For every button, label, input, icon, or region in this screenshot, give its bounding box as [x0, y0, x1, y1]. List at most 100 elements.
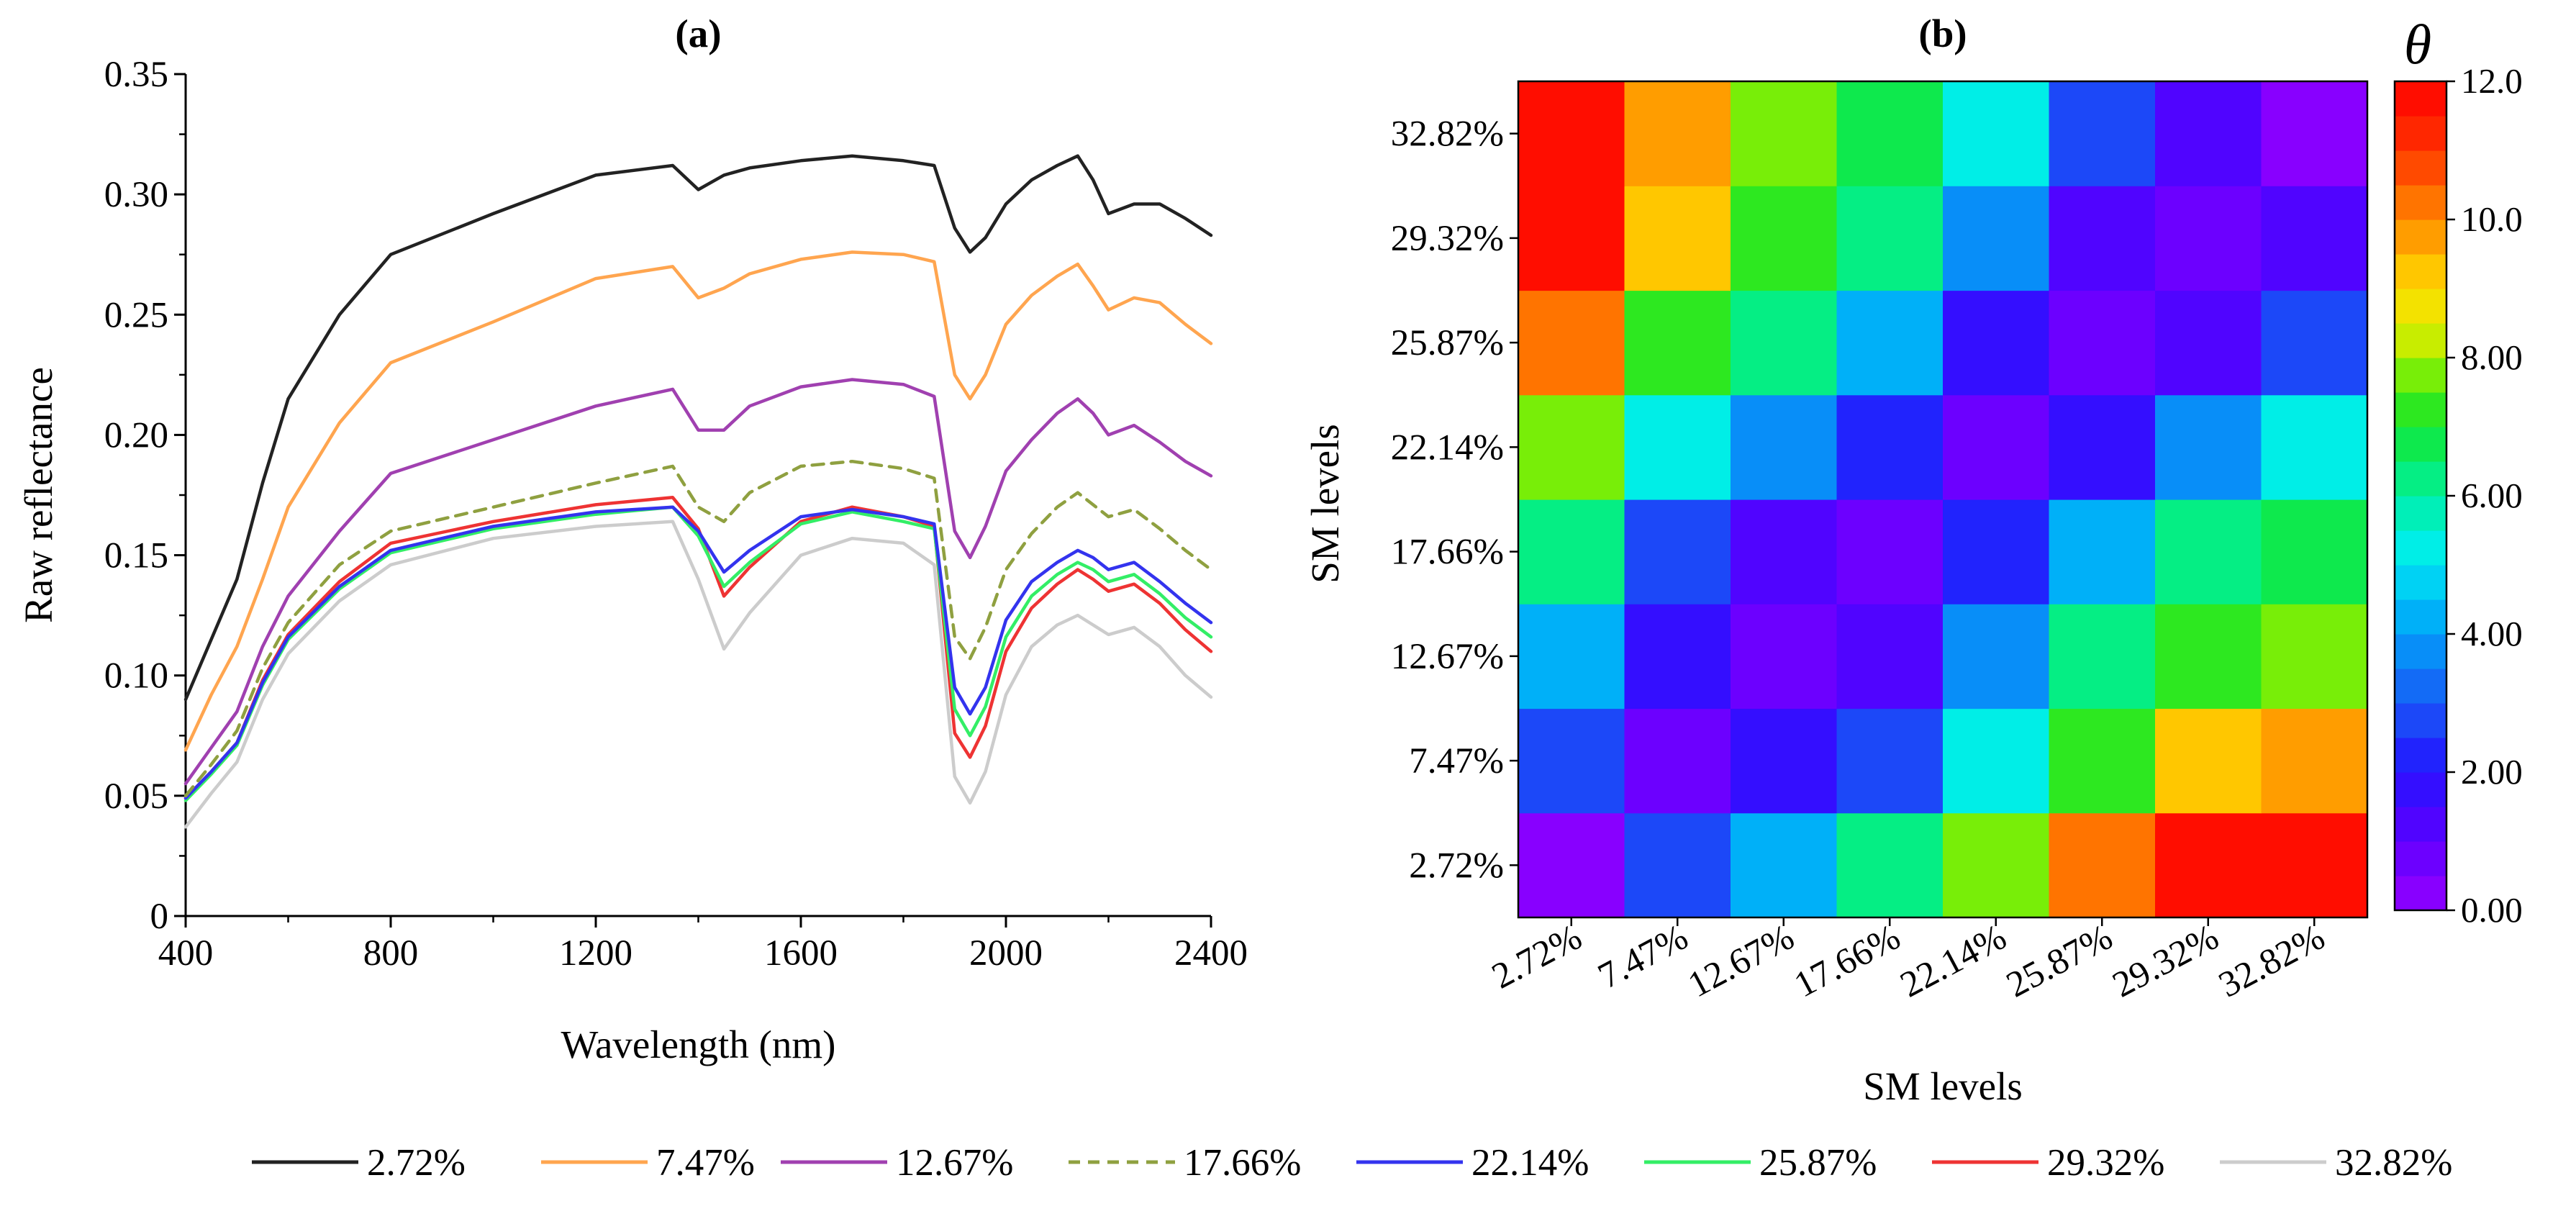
heatmap-cell	[1836, 708, 1944, 814]
heatmap-cell	[1518, 499, 1625, 604]
colorbar-tick-label: 6.00	[2461, 476, 2523, 515]
colorbar-segment	[2395, 841, 2446, 876]
heatmap-cell	[1836, 186, 1944, 291]
colorbar-segment	[2395, 703, 2446, 738]
heatmap-cell	[1943, 812, 2050, 918]
heatmap-cell	[2261, 499, 2368, 604]
colorbar-tick-label: 4.00	[2461, 614, 2523, 653]
heatmap-cell	[2155, 604, 2262, 709]
heatmap-cell	[1731, 708, 1838, 814]
heatmap-cell	[1518, 812, 1625, 918]
heatmap-cell	[2261, 604, 2368, 709]
series-line-12.67pct	[183, 378, 1213, 786]
heatmap-cell	[2261, 394, 2368, 500]
heatmap-cell	[2155, 812, 2262, 918]
colorbar-segment	[2395, 185, 2446, 220]
y-axis-title: SM levels	[1303, 424, 1347, 584]
heatmap-panel: 2.72%7.47%12.67%17.66%22.14%25.87%29.32%…	[1303, 12, 2523, 1108]
heatmap-cell	[2261, 708, 2368, 814]
colorbar-segment	[2395, 668, 2446, 704]
x-tick-label: 2400	[1174, 933, 1248, 974]
heatmap-cell	[1518, 81, 1625, 186]
y-tick-label: 0	[150, 897, 169, 937]
x-tick-label: 1200	[559, 933, 632, 974]
heatmap-cell	[1518, 186, 1625, 291]
colorbar-segment	[2395, 116, 2446, 151]
heatmap-frame	[1517, 80, 2369, 919]
heatmap-cell	[1624, 186, 1731, 291]
series-line-17.66pct	[183, 459, 1213, 798]
heatmap-cell	[1624, 499, 1731, 604]
y-category-label: 32.82%	[1391, 114, 1504, 155]
heatmap-cell	[1624, 290, 1731, 396]
heatmap-cell	[2155, 186, 2262, 291]
heatmap-cell	[1943, 394, 2050, 500]
y-axis-title: Raw reflectance	[17, 367, 60, 623]
heatmap-cell	[1624, 604, 1731, 709]
colorbar-tick-label: 0.00	[2461, 890, 2523, 930]
colorbar-tick-label: 8.00	[2461, 337, 2523, 377]
heatmap-cell	[2049, 394, 2156, 500]
colorbar-segment	[2395, 599, 2446, 635]
x-category-label: 29.32%	[2106, 917, 2225, 1005]
colorbar-segment	[2395, 565, 2446, 600]
y-tick-label: 0.20	[104, 415, 168, 455]
x-axis-title: SM levels	[1863, 1064, 2023, 1108]
y-category-label: 29.32%	[1391, 219, 1504, 259]
x-category-label: 25.87%	[2000, 917, 2119, 1005]
heatmap-cell	[2155, 394, 2262, 500]
legend-label: 25.87%	[1759, 1142, 1877, 1184]
colorbar-segment	[2395, 876, 2446, 911]
x-category-label: 2.72%	[1486, 917, 1589, 997]
x-tick-label: 400	[158, 933, 214, 974]
heatmap-cell	[2049, 604, 2156, 709]
legend: 2.72% 7.47% 12.67% 17.66% 22.14% 25.87% 29.32%…	[252, 1142, 2452, 1184]
heatmap-cell	[1731, 290, 1838, 396]
colorbar-tick-label: 12.0	[2461, 61, 2523, 101]
colorbar-segment	[2395, 738, 2446, 773]
heatmap-cell	[1943, 290, 2050, 396]
series-line-2.72pct	[183, 154, 1213, 702]
colorbar-segment	[2395, 289, 2446, 324]
heatmap-cell	[2261, 290, 2368, 396]
heatmap-cell	[1518, 708, 1625, 814]
heatmap-cell	[1943, 499, 2050, 604]
heatmap-cell	[1836, 394, 1944, 500]
colorbar-segment	[2395, 634, 2446, 669]
y-category-label: 17.66%	[1391, 532, 1504, 573]
heatmap-cell	[2261, 81, 2368, 186]
heatmap-cell	[1624, 394, 1731, 500]
colorbar-segment	[2395, 772, 2446, 807]
x-category-label: 17.66%	[1788, 917, 1907, 1005]
legend-label: 7.47%	[656, 1142, 755, 1184]
heatmap-cell	[1731, 604, 1838, 709]
colorbar-segment	[2395, 807, 2446, 842]
series-line-22.14pct	[183, 505, 1213, 800]
y-tick-label: 0.25	[104, 295, 168, 335]
x-category-label: 32.82%	[2213, 917, 2331, 1005]
legend-label: 17.66%	[1184, 1142, 1301, 1184]
heatmap-cell	[1731, 81, 1838, 186]
colorbar-segment	[2395, 461, 2446, 497]
heatmap-cell	[1836, 290, 1944, 396]
heatmap-cell	[2049, 708, 2156, 814]
heatmap-cell	[1836, 499, 1944, 604]
x-tick-label: 800	[363, 933, 419, 974]
heatmap-cell	[2261, 812, 2368, 918]
panel-label-a: (a)	[675, 12, 721, 55]
x-category-label: 22.14%	[1894, 917, 2013, 1005]
heatmap-cell	[1943, 604, 2050, 709]
colorbar-segment	[2395, 254, 2446, 289]
heatmap-cell	[2261, 186, 2368, 291]
panel-label-b: (b)	[1918, 12, 1967, 55]
legend-label: 12.67%	[896, 1142, 1013, 1184]
colorbar-tick-label: 2.00	[2461, 752, 2523, 792]
heatmap-cell	[1624, 81, 1731, 186]
heatmap-cell	[2155, 81, 2262, 186]
heatmap-cell	[1518, 604, 1625, 709]
x-tick-label: 2000	[969, 933, 1043, 974]
heatmap-cell	[1943, 186, 2050, 291]
colorbar-tick-label: 10.0	[2461, 199, 2523, 239]
heatmap-cell	[1731, 812, 1838, 918]
